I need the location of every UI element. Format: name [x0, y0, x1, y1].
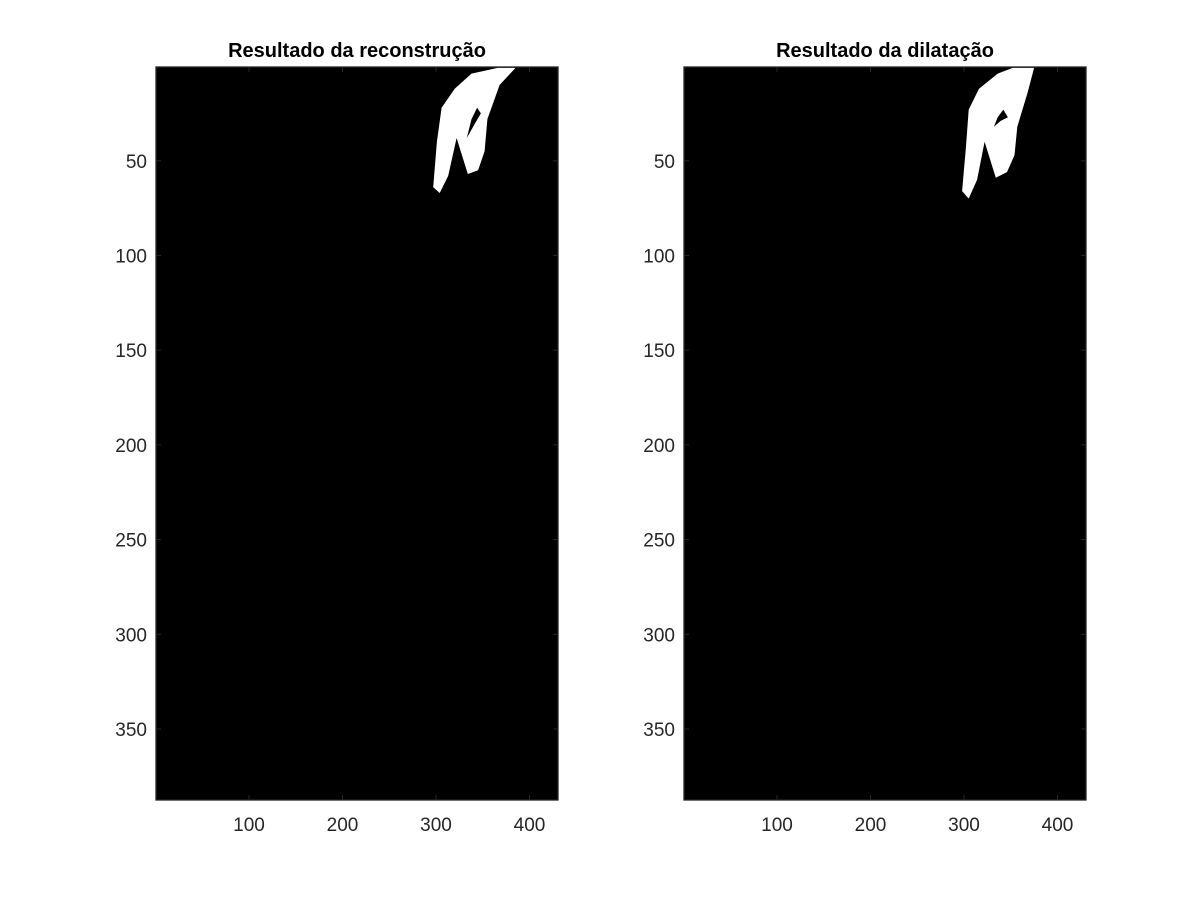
axes-box: [683, 66, 1087, 801]
axes-box: [155, 66, 559, 801]
y-tick-label: 250: [115, 531, 147, 552]
y-tick-label: 50: [654, 152, 675, 173]
x-tick-label: 400: [1042, 815, 1074, 836]
x-tick-label: 200: [855, 815, 887, 836]
white-region: [962, 67, 1035, 199]
y-tick-label: 350: [115, 720, 147, 741]
x-tick-label: 300: [948, 815, 980, 836]
x-tick-label: 200: [327, 815, 359, 836]
plot-title: Resultado da reconstrução: [228, 40, 486, 62]
hole-region: [466, 107, 481, 138]
y-tick-label: 300: [643, 625, 675, 646]
y-tick-label: 100: [643, 246, 675, 267]
y-tick-label: 100: [115, 246, 147, 267]
image-background: [156, 67, 558, 800]
y-tick-label: 300: [115, 625, 147, 646]
x-tick-label: 300: [420, 815, 452, 836]
y-tick-label: 50: [126, 152, 147, 173]
hole-region: [993, 109, 1008, 127]
y-tick-label: 200: [643, 436, 675, 457]
y-tick-label: 250: [643, 531, 675, 552]
y-tick-label: 150: [643, 341, 675, 362]
x-tick-label: 100: [233, 815, 265, 836]
x-tick-label: 400: [514, 815, 546, 836]
plot-title: Resultado da dilatação: [776, 40, 994, 62]
y-tick-label: 150: [115, 341, 147, 362]
image-background: [684, 67, 1086, 800]
y-tick-label: 350: [643, 720, 675, 741]
panel-reconstruction: 100 200 300 400 50 100 150 200 250 300 350 Resultad…: [115, 40, 559, 836]
y-tick-label: 200: [115, 436, 147, 457]
panel-dilation: 100 200 300 400 50 100 150 200 250 300 350 Resultad…: [643, 40, 1087, 836]
white-region: [433, 67, 516, 193]
x-tick-label: 100: [761, 815, 793, 836]
